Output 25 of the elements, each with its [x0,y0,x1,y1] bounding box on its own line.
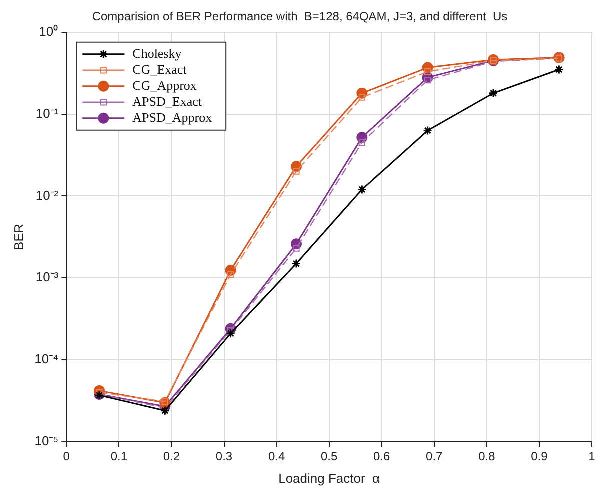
x-tick-label: 0.6 [374,450,391,464]
y-tick-label: 10⁻² [36,188,60,203]
x-axis-title: Loading Factor α [278,470,381,486]
legend-label: Cholesky [132,46,182,61]
legend-label: CG_Approx [132,78,198,93]
x-tick-label: 0.1 [110,450,128,464]
y-tick-label: 10⁻³ [36,270,60,285]
chart-title: Comparision of BER Performance with B=128, 64QAM, J=3, and different Us [92,10,508,24]
legend-label: APSD_Approx [132,110,213,125]
y-tick-label: 10⁻¹ [36,106,60,121]
x-tick-label: 0.7 [426,450,444,464]
x-tick-label: 0.4 [268,450,286,464]
x-tick-label: 0.2 [163,450,180,464]
x-tick-label: 0.3 [216,450,233,464]
legend-label: APSD_Exact [132,94,202,109]
y-axis-title: BER [11,224,26,251]
y-tick-label: 10⁰ [39,24,59,39]
x-tick-label: 0.9 [531,450,548,464]
y-tick-label: 10⁻⁴ [34,352,59,367]
x-tick-label: 0.8 [478,450,496,464]
y-tick-label: 10⁻⁵ [34,434,59,449]
x-tick-label: 0.5 [320,450,338,464]
legend-label: CG_Exact [132,62,188,77]
x-tick-label: 0 [63,450,70,464]
x-tick-label: 1 [588,450,596,464]
